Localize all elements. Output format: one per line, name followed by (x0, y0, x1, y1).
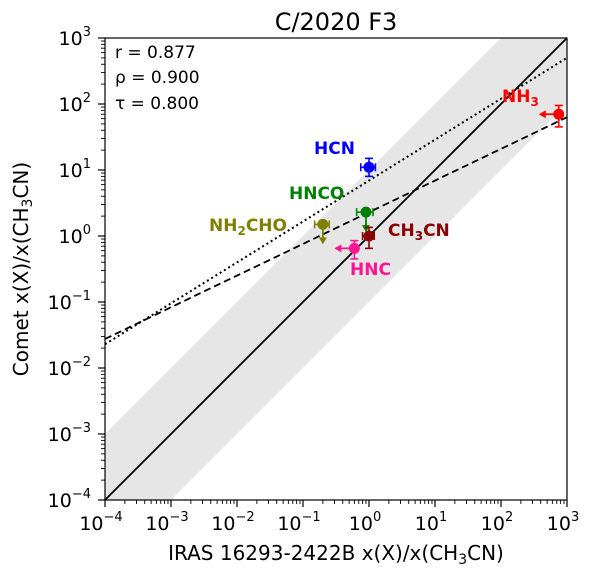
label-hnco: HNCO (289, 184, 344, 204)
y-tick-label: 100 (59, 223, 91, 248)
dotted-fit-line (105, 56, 567, 346)
chart-title: C/2020 F3 (275, 8, 398, 36)
stat-spearman: ρ = 0.900 (115, 68, 200, 88)
point-hcn (359, 157, 377, 178)
stats-box: r = 0.877 ρ = 0.900 τ = 0.800 (115, 43, 200, 114)
data-points (313, 104, 565, 260)
stat-pearson: r = 0.877 (115, 43, 196, 63)
y-tick-label: 10−1 (48, 289, 91, 314)
y-tick-label: 10−2 (48, 355, 91, 380)
x-tick-label: 10−2 (211, 510, 254, 535)
y-tick-label: 102 (59, 91, 91, 116)
x-tick-label: 10−3 (145, 510, 188, 535)
x-tick-label: 103 (547, 510, 579, 535)
label-hcn: HCN (314, 139, 355, 159)
y-tick-label: 103 (59, 25, 91, 50)
plot-area (105, 38, 567, 500)
point-ch3cn (361, 226, 376, 250)
x-tick-label: 10−1 (277, 510, 320, 535)
molecule-labels: NH3 HCN HNCO NH2CHO CH3CN HNC (209, 87, 539, 280)
x-tick-label: 101 (415, 510, 447, 535)
point-hnc (334, 239, 360, 260)
x-axis-label: IRAS 16293-2422B x(X)/x(CH3CN) (168, 541, 504, 568)
plot-frame (104, 37, 568, 501)
x-tick-label: 100 (349, 510, 381, 535)
x-tick-label: 10−4 (79, 510, 122, 535)
label-ch3cn: CH3CN (388, 221, 450, 243)
one-to-one-line (105, 38, 567, 500)
y-tick-label: 101 (59, 157, 91, 182)
y-tick-label: 10−3 (48, 421, 91, 446)
label-hnc: HNC (350, 260, 391, 280)
point-hnco (355, 206, 374, 233)
x-tick-label: 102 (481, 510, 513, 535)
label-nh2cho: NH2CHO (209, 216, 287, 238)
point-nh3 (538, 104, 565, 128)
y-axis-label: Comet x(X)/x(CH3CN) (9, 162, 36, 376)
dashed-fit-line (105, 116, 567, 340)
label-nh3: NH3 (502, 87, 539, 109)
point-nh2cho (313, 218, 331, 245)
stat-kendall: τ = 0.800 (115, 94, 199, 114)
y-tick-label: 10−4 (48, 487, 91, 512)
